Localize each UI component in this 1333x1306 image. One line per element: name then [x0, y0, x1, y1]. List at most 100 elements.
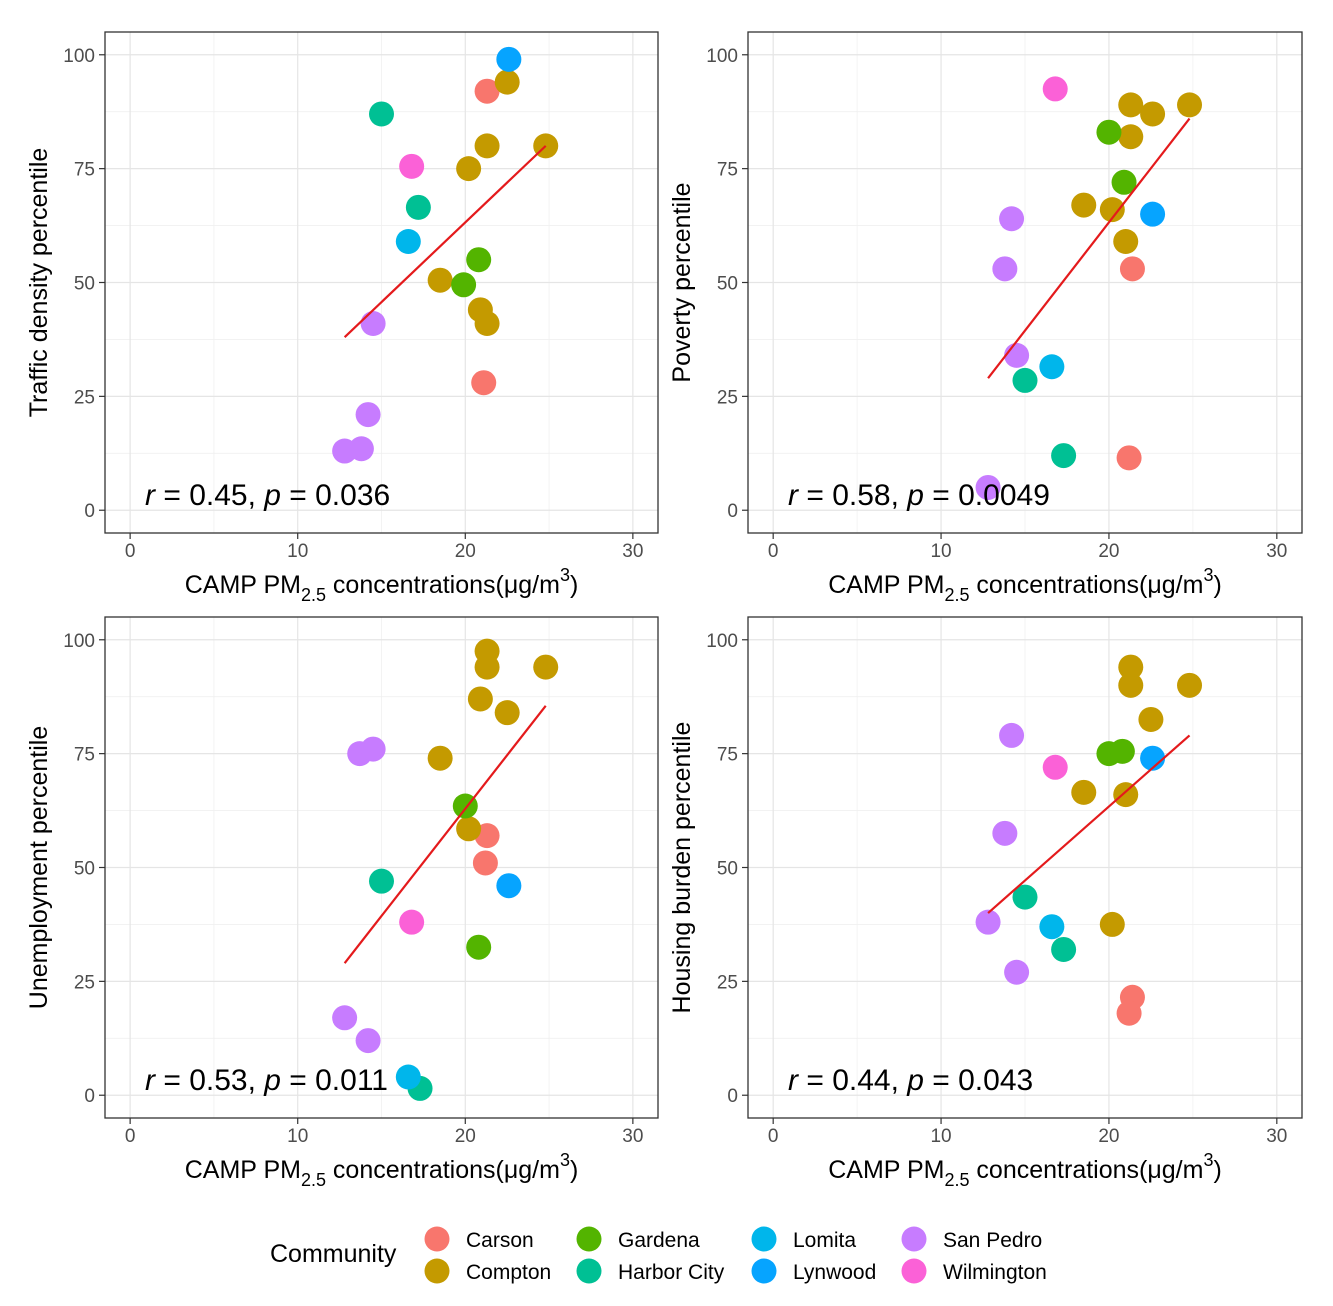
data-point-gardena [451, 272, 477, 298]
data-point-san-pedro [355, 402, 381, 428]
data-point-compton [494, 700, 520, 726]
x-axis-title-end: ) [570, 571, 578, 599]
x-tick-label: 30 [622, 1126, 643, 1147]
x-axis-title: CAMP PM2.5 concentrations(μg/m3) [185, 1150, 579, 1190]
data-point-san-pedro [992, 820, 1018, 846]
data-point-compton [1113, 229, 1139, 255]
data-point-compton [1071, 192, 1097, 218]
stat-p-symbol: p [906, 479, 924, 512]
data-point-san-pedro [999, 206, 1025, 232]
regression-line [343, 705, 547, 964]
data-point-wilmington [399, 909, 425, 935]
chart-panel-1: 0 10 20 30 0 25 50 75 100 r = 0.45, p = 0.036 CAMP… [25, 31, 659, 605]
data-point-compton [427, 745, 453, 771]
stat-p-symbol: p [263, 1064, 281, 1097]
y-tick-label: 75 [717, 745, 738, 766]
data-point-harbor-city [1051, 443, 1077, 469]
y-tick-label: 50 [717, 859, 738, 880]
x-axis-title-rest: concentrations(μg/m [969, 1156, 1203, 1184]
legend-label: Gardena [618, 1229, 700, 1252]
data-point-compton [533, 654, 559, 680]
data-point-san-pedro [975, 909, 1001, 935]
x-tick-label: 20 [1098, 1126, 1119, 1147]
data-point-compton [474, 654, 500, 680]
legend-key-carson [424, 1226, 450, 1252]
data-point-compton [1118, 92, 1144, 118]
data-point-san-pedro [1004, 959, 1030, 985]
x-axis-title-subscript: 2.5 [944, 1170, 969, 1190]
y-tick-label: 75 [717, 160, 738, 181]
stat-r-symbol: r [788, 1064, 799, 1097]
data-point-gardena [466, 247, 492, 273]
legend-title: Community [270, 1240, 397, 1268]
data-point-compton [474, 310, 500, 336]
x-tick-label: 10 [930, 541, 951, 562]
y-tick-label: 0 [84, 1086, 95, 1107]
stat-r-value: = 0.44, [798, 1064, 907, 1097]
data-point-san-pedro [360, 310, 386, 336]
x-axis-title: CAMP PM2.5 concentrations(μg/m3) [828, 1150, 1222, 1190]
y-axis-title: Traffic density percentile [25, 148, 53, 418]
x-tick-label: 0 [125, 1126, 136, 1147]
x-tick-label: 10 [287, 541, 308, 562]
y-tick-label: 25 [717, 972, 738, 993]
regression-line [343, 145, 547, 338]
x-tick-label: 30 [1266, 541, 1287, 562]
x-tick-label: 0 [768, 1126, 779, 1147]
y-tick-label: 25 [717, 387, 738, 408]
y-axis-title: Poverty percentile [668, 182, 696, 382]
chart-panel-3: 0 10 20 30 0 25 50 75 100 r = 0.53, p = 0.011 CAMP… [25, 616, 659, 1190]
data-point-gardena [466, 934, 492, 960]
y-tick-label: 0 [727, 501, 738, 522]
x-tick-label: 20 [455, 541, 476, 562]
y-tick-label: 50 [74, 274, 95, 295]
legend-label: Compton [466, 1261, 551, 1284]
chart-panel-4: 0 10 20 30 0 25 50 75 100 r = 0.44, p = 0.043 CAMP… [668, 616, 1303, 1190]
x-axis-title-subscript: 2.5 [301, 1170, 326, 1190]
data-point-san-pedro [355, 1028, 381, 1054]
legend-label: Harbor City [618, 1261, 725, 1284]
x-axis-title-rest: concentrations(μg/m [326, 1156, 560, 1184]
data-point-compton [1140, 101, 1166, 127]
stat-p-value: = 0.043 [924, 1064, 1033, 1097]
x-tick-label: 0 [125, 541, 136, 562]
data-point-compton [1099, 911, 1125, 937]
stat-r-symbol: r [145, 1064, 156, 1097]
data-point-harbor-city [369, 101, 394, 127]
legend-key-compton [424, 1258, 450, 1284]
y-axis-title: Unemployment percentile [25, 726, 53, 1009]
x-axis-title-superscript: 3 [560, 565, 570, 585]
legend-key-lomita [751, 1226, 777, 1252]
data-point-carson [474, 78, 500, 104]
data-point-compton [1113, 782, 1139, 808]
x-tick-label: 0 [768, 541, 779, 562]
data-point-harbor-city [1051, 936, 1077, 962]
data-point-compton [467, 686, 493, 712]
legend-key-harbor-city [576, 1258, 602, 1284]
x-axis-title-main: CAMP PM [828, 571, 944, 599]
correlation-annotation: r = 0.53, p = 0.011 [145, 1064, 388, 1097]
y-tick-label: 0 [727, 1086, 738, 1107]
y-tick-label: 100 [63, 46, 95, 67]
legend: Community Carson Compton Gardena Harbor City… [270, 1226, 1047, 1284]
legend-key-gardena [576, 1226, 602, 1252]
correlation-annotation: r = 0.58, p = 0.0049 [788, 479, 1050, 512]
legend-label: Wilmington [943, 1261, 1047, 1284]
x-axis-title: CAMP PM2.5 concentrations(μg/m3) [828, 565, 1222, 605]
data-point-san-pedro [332, 438, 358, 464]
data-point-lynwood [496, 873, 522, 899]
data-point-lomita [395, 1064, 421, 1090]
data-point-compton [1118, 672, 1144, 698]
data-point-san-pedro [332, 1005, 358, 1031]
data-point-gardena [1111, 169, 1137, 195]
data-point-san-pedro [992, 256, 1018, 282]
regression-line [987, 734, 1191, 914]
legend-label: Carson [466, 1229, 534, 1252]
legend-label: Lynwood [793, 1261, 876, 1284]
data-point-compton [456, 816, 482, 842]
data-point-gardena [1109, 738, 1135, 764]
y-tick-label: 100 [706, 631, 738, 652]
y-tick-label: 50 [74, 859, 95, 880]
x-tick-label: 30 [622, 541, 643, 562]
